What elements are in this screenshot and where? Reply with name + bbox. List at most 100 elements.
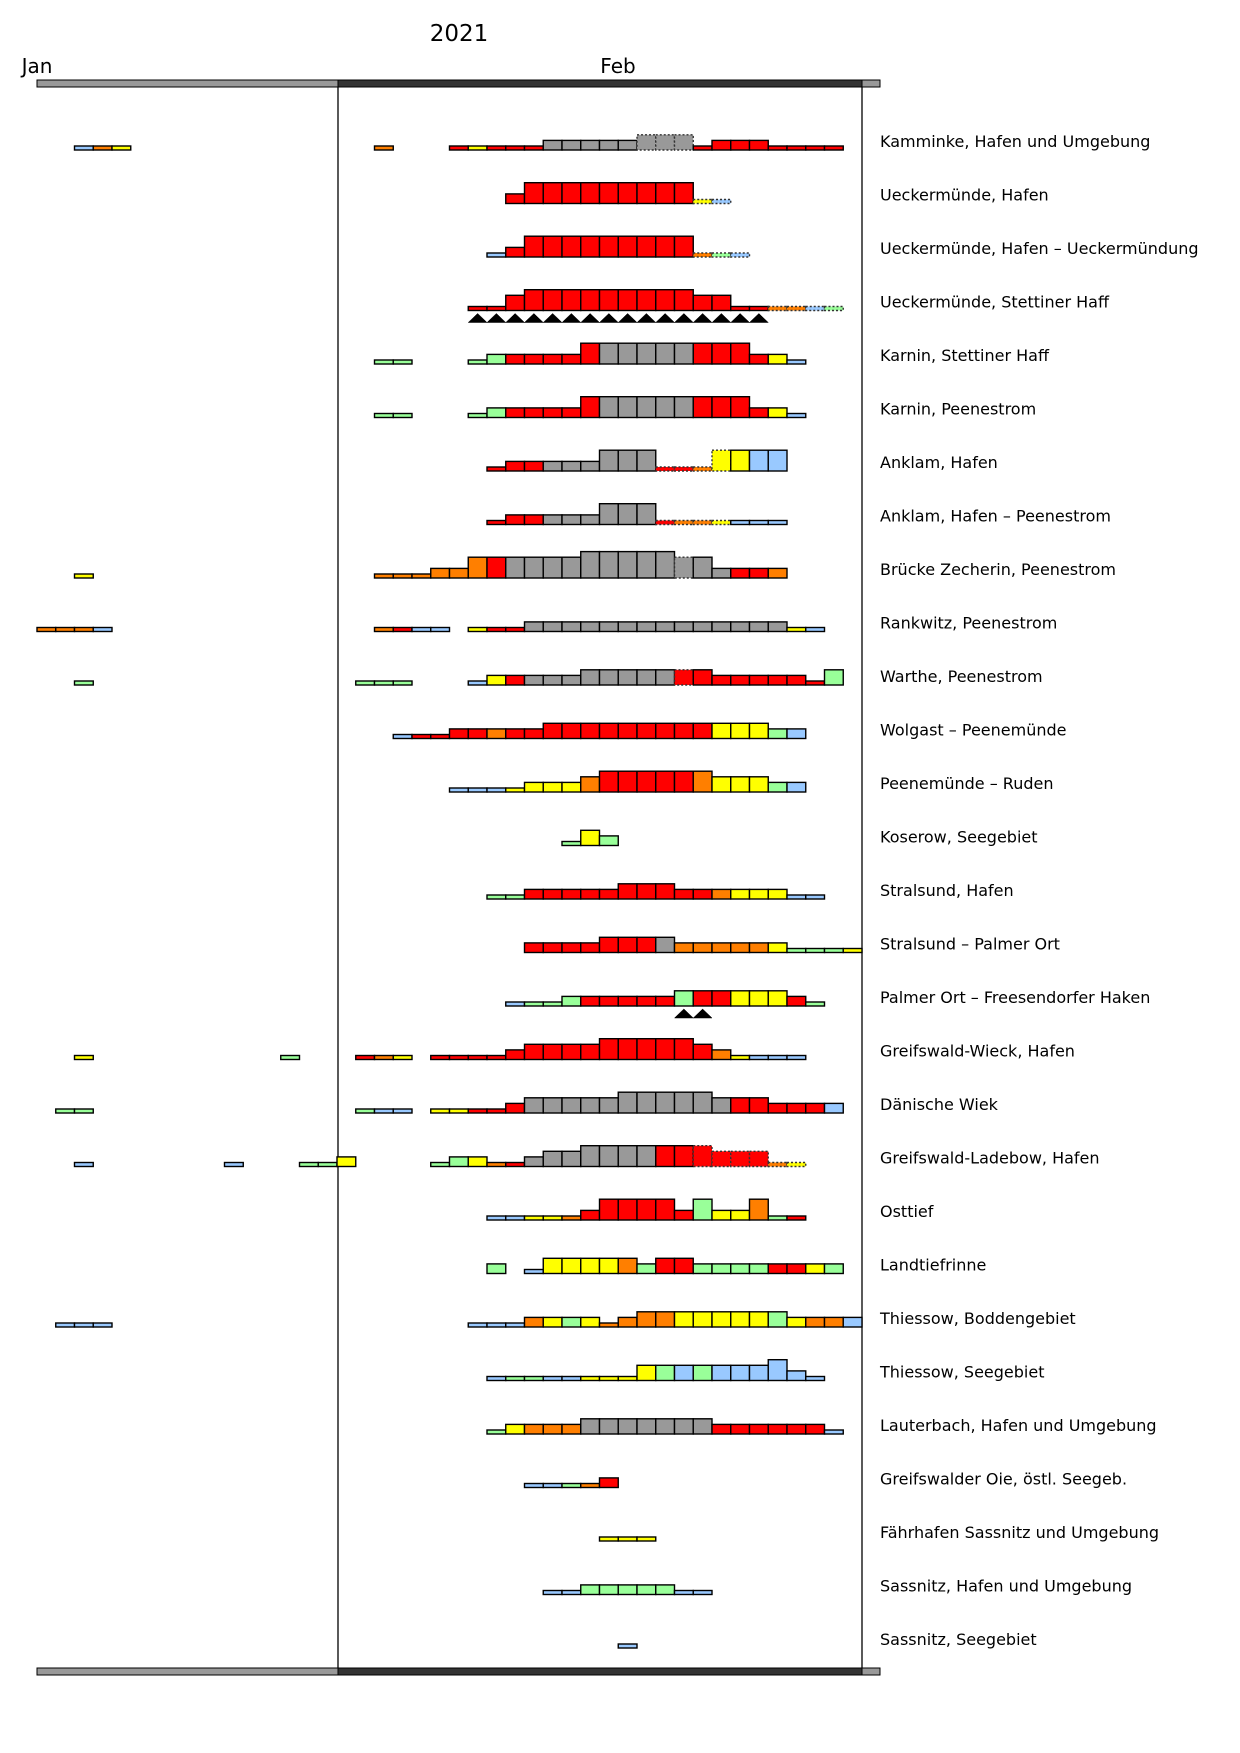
day-bar — [673, 888, 694, 900]
day-bar — [673, 669, 694, 686]
day-bar — [523, 1097, 544, 1114]
marker-triangle — [692, 313, 713, 323]
day-bar — [523, 353, 544, 365]
day-bar — [655, 770, 676, 793]
day-bar — [805, 1263, 826, 1275]
day-bar — [580, 829, 601, 847]
day-bar — [561, 1097, 582, 1114]
marker-triangle — [505, 313, 526, 323]
day-bar — [617, 1418, 638, 1435]
day-bar — [448, 787, 469, 793]
day-bar — [355, 1054, 376, 1061]
day-bar — [767, 621, 788, 633]
station-label: Dänische Wiek — [880, 1095, 999, 1114]
day-bar — [786, 626, 807, 633]
station-label: Wolgast – Peenemünde — [880, 721, 1066, 740]
station-label: Ueckermünde, Hafen – Ueckermündung — [880, 239, 1199, 258]
marker-triangle — [467, 313, 488, 323]
day-bar — [730, 519, 751, 526]
day-bar — [430, 626, 451, 633]
day-bar — [786, 728, 807, 740]
day-bar — [467, 359, 488, 365]
day-bar — [805, 305, 826, 312]
day-bar — [467, 1054, 488, 1061]
station-label: Anklam, Hafen – Peenestrom — [880, 507, 1111, 526]
day-bar — [580, 514, 601, 526]
day-bar — [748, 722, 769, 740]
day-bar — [523, 235, 544, 258]
day-bar — [730, 1097, 751, 1114]
day-bar — [580, 669, 601, 686]
day-bar — [730, 1150, 751, 1168]
day-bar — [580, 1482, 601, 1489]
day-bar — [561, 181, 582, 205]
day-bar — [748, 776, 769, 793]
day-bar — [692, 669, 713, 686]
station-row: Stralsund – Palmer Ort — [523, 935, 1060, 954]
day-bar — [467, 305, 488, 312]
day-bar — [561, 1589, 582, 1596]
day-bar — [580, 1043, 601, 1061]
day-bar — [486, 1263, 507, 1275]
day-bar — [523, 289, 544, 312]
day-bar — [636, 995, 657, 1007]
day-bar — [636, 550, 657, 579]
day-bar — [692, 1144, 713, 1168]
day-bar — [561, 781, 582, 793]
day-bar — [392, 733, 413, 740]
day-bar — [711, 1209, 732, 1221]
day-bar — [673, 621, 694, 633]
day-bar — [786, 894, 807, 900]
day-bar — [580, 1209, 601, 1221]
day-bar — [542, 1150, 563, 1168]
day-bar — [655, 134, 676, 151]
day-bar — [636, 722, 657, 740]
day-bar — [636, 883, 657, 900]
day-bar — [767, 1311, 788, 1328]
day-bar — [392, 1108, 413, 1114]
day-bar — [598, 669, 619, 686]
day-bar — [655, 181, 676, 205]
day-bar — [730, 674, 751, 686]
day-bar — [636, 289, 657, 312]
day-bar — [542, 289, 563, 312]
day-bar — [823, 947, 844, 954]
day-bar — [598, 1144, 619, 1168]
day-bar — [823, 145, 844, 151]
day-bar — [730, 888, 751, 900]
day-bar — [523, 1482, 544, 1489]
day-bar — [598, 181, 619, 205]
day-bar — [748, 674, 769, 686]
day-bar — [748, 888, 769, 900]
day-bar — [692, 1091, 713, 1114]
day-bar — [748, 519, 769, 526]
day-bar — [505, 1049, 526, 1061]
day-bar — [730, 449, 751, 472]
day-bar — [767, 145, 788, 151]
day-bar — [598, 621, 619, 633]
day-bar — [730, 1311, 751, 1328]
day-bar — [561, 460, 582, 472]
day-bar — [542, 139, 563, 151]
station-row: Osttief — [486, 1198, 934, 1221]
day-bar — [617, 181, 638, 205]
day-bar — [748, 942, 769, 954]
day-bar — [748, 449, 769, 472]
day-bar — [73, 680, 94, 686]
day-bar — [505, 1001, 526, 1007]
station-row: Greifswald-Ladebow, Hafen — [73, 1144, 1100, 1168]
day-bar — [523, 942, 544, 954]
day-bar — [542, 1001, 563, 1007]
day-bar — [692, 770, 713, 793]
day-bar — [655, 936, 676, 954]
day-bar — [505, 193, 526, 205]
station-row: Sassnitz, Seegebiet — [617, 1630, 1037, 1649]
day-bar — [673, 1418, 694, 1435]
day-bar — [542, 781, 563, 793]
day-bar — [486, 1054, 507, 1061]
day-bar — [542, 722, 563, 740]
day-bar — [711, 1150, 732, 1168]
day-bar — [730, 621, 751, 633]
day-bar — [411, 733, 432, 740]
day-bar — [673, 519, 694, 526]
